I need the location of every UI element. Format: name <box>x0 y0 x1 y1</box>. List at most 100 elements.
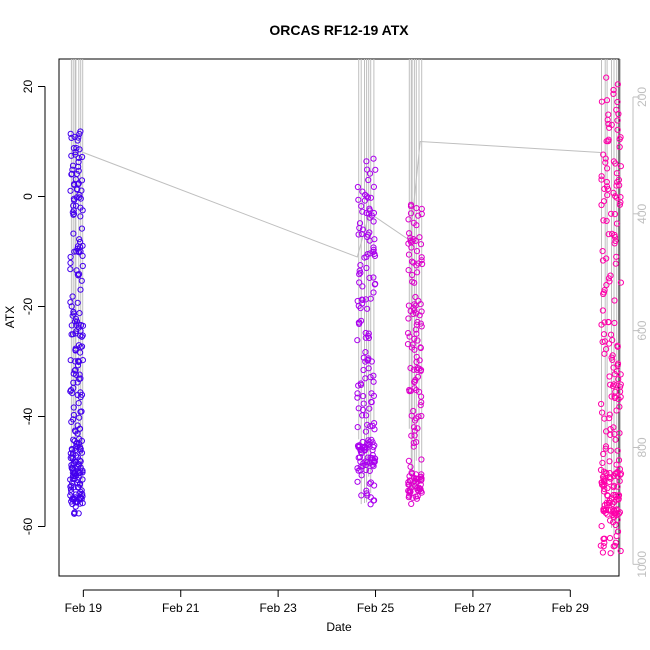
data-point <box>417 320 424 327</box>
data-point <box>371 252 379 259</box>
data-point <box>355 382 362 389</box>
data-point <box>606 124 613 131</box>
data-point <box>67 266 74 273</box>
data-point <box>76 146 83 153</box>
data-point <box>358 446 365 453</box>
data-point <box>415 413 422 420</box>
data-point <box>363 487 370 494</box>
data-point <box>77 213 84 220</box>
data-point <box>75 154 82 161</box>
data-point <box>405 457 412 464</box>
data-point <box>614 98 621 106</box>
data-point <box>362 349 369 356</box>
data-point <box>77 349 84 356</box>
data-point <box>414 337 421 344</box>
data-point <box>362 296 369 303</box>
data-point <box>356 443 363 450</box>
data-point <box>419 260 426 268</box>
data-point <box>365 176 372 184</box>
data-point <box>597 542 604 549</box>
data-point <box>406 477 413 484</box>
data-point <box>412 479 419 486</box>
data-point <box>71 470 79 477</box>
data-point <box>359 208 366 215</box>
data-point <box>617 371 624 378</box>
data-point <box>614 117 621 124</box>
data-point <box>74 362 82 369</box>
data-point <box>597 466 605 474</box>
data-point <box>607 431 614 438</box>
secondary-tick-label: 200 <box>635 87 649 107</box>
data-point <box>411 346 418 353</box>
data-point <box>613 382 620 389</box>
data-point <box>417 241 425 248</box>
data-point <box>355 302 362 309</box>
data-point <box>67 299 74 306</box>
data-point <box>355 231 362 238</box>
data-point <box>609 383 617 390</box>
data-point <box>72 330 79 337</box>
data-point <box>365 332 372 339</box>
data-point <box>70 404 77 411</box>
data-point <box>354 183 361 191</box>
data-point <box>67 476 74 483</box>
data-point <box>72 151 79 158</box>
data-point <box>70 411 78 419</box>
data-point <box>368 399 375 406</box>
data-point <box>606 278 613 285</box>
data-point <box>364 454 371 461</box>
data-point <box>367 501 374 508</box>
data-point <box>615 457 623 464</box>
data-point <box>76 414 83 421</box>
data-points-layer <box>67 74 625 557</box>
data-point <box>414 425 421 432</box>
data-point <box>358 492 365 499</box>
data-point <box>367 250 374 257</box>
data-point <box>612 160 619 167</box>
data-point <box>359 283 366 290</box>
data-point <box>410 310 417 318</box>
data-point <box>617 279 625 286</box>
data-point <box>370 378 377 385</box>
data-point <box>67 130 74 137</box>
data-point <box>79 252 86 259</box>
data-point <box>599 248 606 255</box>
data-point <box>609 337 616 344</box>
data-point <box>602 445 609 452</box>
data-point <box>614 126 621 133</box>
data-point <box>74 391 81 399</box>
data-point <box>77 464 84 471</box>
axes-layer: Feb 19 Feb 21 Feb 23 Feb 25 Feb 27 Feb 29 -60 -… <box>21 80 649 615</box>
data-point <box>70 211 77 218</box>
data-point <box>77 447 84 454</box>
secondary-tick-label: 400 <box>635 203 649 223</box>
data-point <box>610 510 618 517</box>
data-point <box>413 205 420 212</box>
data-point <box>417 344 424 351</box>
data-point <box>606 411 613 418</box>
data-point <box>364 421 371 428</box>
data-point <box>613 461 620 468</box>
data-point <box>414 493 421 500</box>
data-point <box>356 271 363 278</box>
data-point <box>604 165 611 172</box>
data-point <box>372 280 379 287</box>
data-point <box>409 271 416 279</box>
data-point <box>364 305 371 312</box>
data-point <box>365 441 372 448</box>
data-point <box>79 491 86 498</box>
data-point <box>363 264 370 272</box>
data-point <box>617 471 624 478</box>
data-point <box>370 244 377 251</box>
data-point <box>613 194 620 201</box>
data-point <box>70 195 78 202</box>
data-point <box>368 358 375 365</box>
data-point <box>367 194 374 201</box>
data-point <box>599 338 606 345</box>
data-point <box>607 475 614 482</box>
data-point <box>600 217 607 224</box>
data-point <box>75 510 82 517</box>
data-point <box>610 189 617 196</box>
data-point <box>362 191 369 198</box>
data-point <box>416 357 423 364</box>
